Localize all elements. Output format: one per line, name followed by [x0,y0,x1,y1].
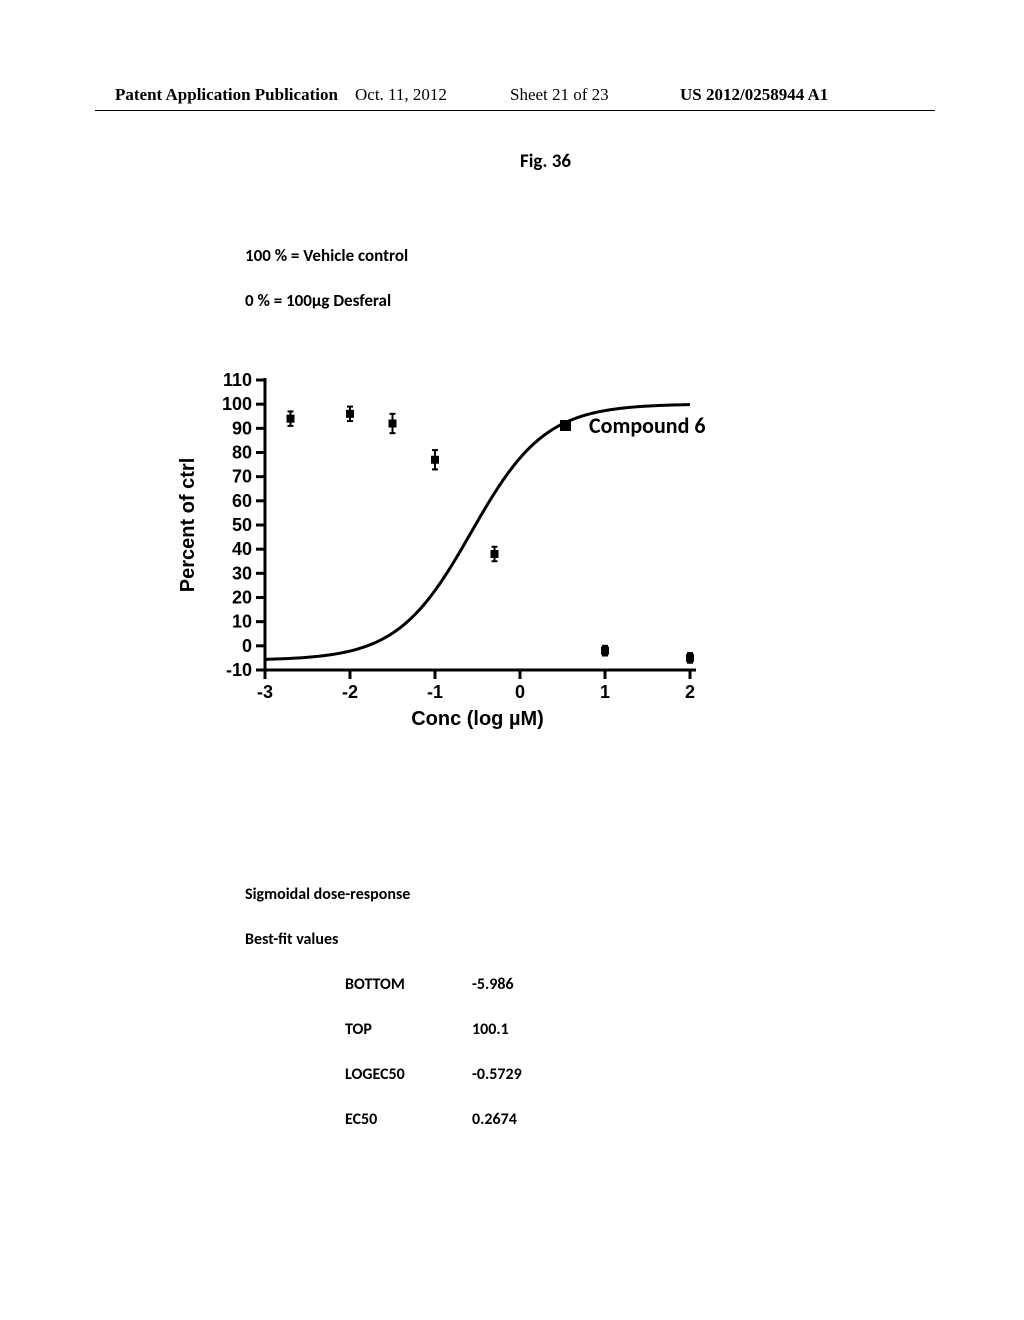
fit-params-table: BOTTOM -5.986 TOP 100.1 LOGEC50 -0.5729 … [345,975,552,1155]
table-row: LOGEC50 -0.5729 [345,1065,552,1084]
chart-legend: Compound 6 [560,412,706,439]
pub-date: Oct. 11, 2012 [355,85,447,105]
best-fit-subtitle: Best-fit values [245,930,338,949]
svg-text:-1: -1 [427,682,443,702]
svg-text:0: 0 [242,636,252,656]
svg-text:50: 50 [232,515,252,535]
param-key: EC50 [345,1110,440,1129]
svg-text:-3: -3 [257,682,273,702]
legend-marker-icon [560,420,571,431]
svg-text:Conc (log µM): Conc (log µM) [411,708,544,730]
param-val: 100.1 [472,1020,552,1039]
fit-model-title: Sigmoidal dose-response [245,885,410,904]
svg-text:0: 0 [515,682,525,702]
param-key: BOTTOM [345,975,440,994]
table-row: TOP 100.1 [345,1020,552,1039]
figure-label: Fig. 36 [520,150,571,173]
param-val: -0.5729 [472,1065,552,1084]
sheet-number: Sheet 21 of 23 [510,85,609,105]
svg-text:60: 60 [232,491,252,511]
svg-text:20: 20 [232,588,252,608]
svg-text:40: 40 [232,539,252,559]
svg-text:10: 10 [232,612,252,632]
param-key: LOGEC50 [345,1065,440,1084]
svg-text:-2: -2 [342,682,358,702]
dose-response-chart: -100102030405060708090100110-3-2-1012Con… [170,370,870,740]
table-row: EC50 0.2674 [345,1110,552,1129]
svg-text:110: 110 [223,370,252,390]
control-100pct: 100 % = Vehicle control [245,245,408,266]
svg-text:80: 80 [232,443,252,463]
pub-number: US 2012/0258944 A1 [680,85,828,105]
control-0pct: 0 % = 100µg Desferal [245,290,391,311]
svg-text:100: 100 [222,394,252,414]
svg-text:90: 90 [232,418,252,438]
svg-text:-10: -10 [226,660,252,680]
patent-app-pub: Patent Application Publication [115,85,338,105]
svg-text:1: 1 [600,682,610,702]
svg-text:30: 30 [232,563,252,583]
legend-label: Compound 6 [589,412,706,439]
param-val: 0.2674 [472,1110,552,1129]
svg-text:2: 2 [685,682,695,702]
svg-text:Percent of ctrl: Percent of ctrl [177,458,199,592]
svg-text:70: 70 [232,467,252,487]
header-rule [95,110,935,111]
table-row: BOTTOM -5.986 [345,975,552,994]
param-key: TOP [345,1020,440,1039]
param-val: -5.986 [472,975,552,994]
